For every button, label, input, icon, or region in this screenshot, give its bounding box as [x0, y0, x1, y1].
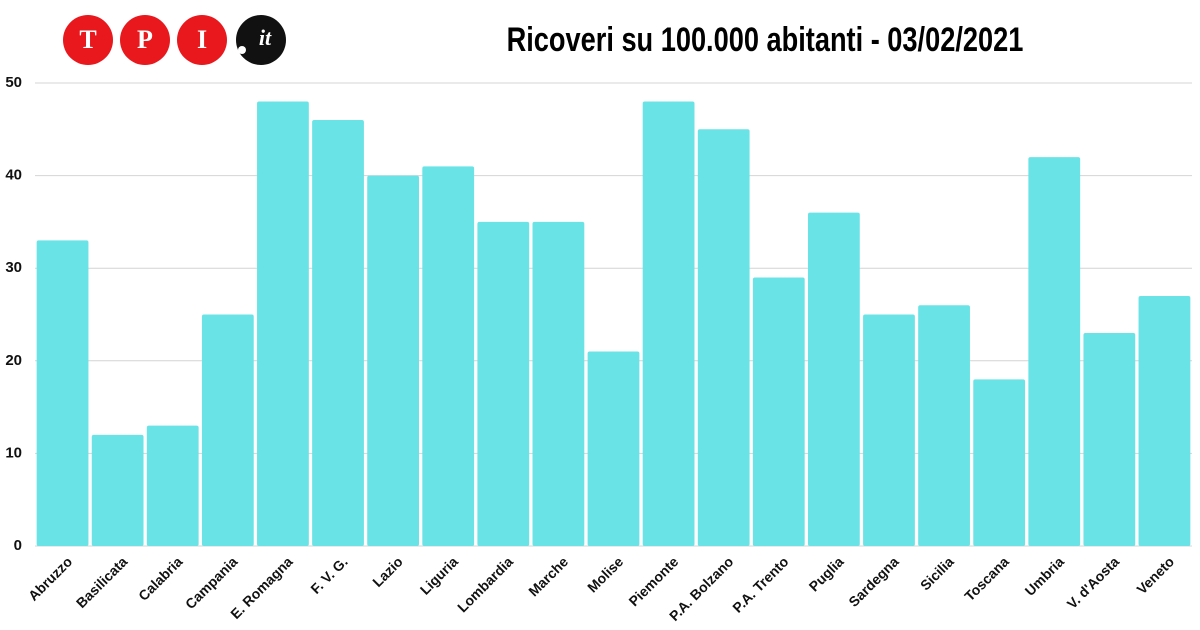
- x-tick-label: V. d'Aosta: [1064, 553, 1123, 612]
- chart-title: Ricoveri su 100.000 abitanti - 03/02/202…: [507, 20, 1024, 59]
- bar: [422, 166, 475, 546]
- logo: T P I it: [63, 15, 286, 65]
- bar: [973, 379, 1026, 546]
- y-tick-label: 10: [5, 444, 22, 461]
- logo-circle: [236, 15, 286, 65]
- logo-circle: [120, 15, 170, 65]
- x-tick-label: Basilicata: [73, 553, 131, 611]
- bar: [1083, 333, 1136, 546]
- logo-letter: T: [79, 25, 96, 54]
- bar: [918, 305, 970, 546]
- x-tick-label: Umbria: [1022, 553, 1068, 599]
- x-tick-label: Marche: [525, 553, 571, 599]
- bar: [863, 314, 915, 546]
- logo-letter: I: [197, 25, 207, 54]
- bar: [1028, 157, 1081, 546]
- bar: [91, 434, 144, 546]
- bar: [257, 101, 309, 547]
- bar: [201, 314, 254, 546]
- x-tick-label: Liguria: [417, 553, 461, 597]
- x-tick-label: Sardegna: [845, 553, 902, 610]
- x-tick-label: F. V. G.: [307, 553, 350, 596]
- y-tick-label: 20: [5, 352, 22, 369]
- x-tick-label: Sicilia: [917, 553, 957, 593]
- x-tick-label: P.A. Trento: [729, 553, 791, 615]
- bar: [312, 120, 364, 546]
- x-tick-label: Molise: [584, 553, 626, 595]
- x-tick-label: Lazio: [369, 553, 406, 590]
- x-tick-label: Piemonte: [625, 553, 681, 609]
- y-tick-label: 0: [14, 537, 22, 554]
- bar: [36, 240, 89, 547]
- bar: [367, 175, 420, 546]
- x-tick-label: Calabria: [135, 553, 186, 604]
- logo-letter: P: [137, 25, 153, 54]
- x-tick-label: Puglia: [806, 553, 847, 594]
- y-tick-label: 50: [5, 74, 22, 91]
- y-tick-label: 30: [5, 259, 22, 276]
- x-tick-label: Veneto: [1133, 553, 1177, 597]
- bar: [697, 129, 750, 547]
- bar: [587, 351, 640, 546]
- bar: [146, 425, 199, 546]
- x-tick-label: Lombardia: [454, 553, 516, 615]
- bar: [642, 101, 695, 547]
- logo-circle: [63, 15, 113, 65]
- x-tick-label: Abruzzo: [25, 553, 75, 603]
- x-tick-label: Toscana: [961, 553, 1012, 604]
- bar: [532, 221, 585, 546]
- logo-suffix: it: [259, 25, 272, 50]
- bar: [807, 212, 860, 546]
- logo-circle: [177, 15, 227, 65]
- y-tick-label: 40: [5, 167, 22, 184]
- bar: [752, 277, 805, 546]
- bar: [1138, 295, 1191, 546]
- logo-dot: [238, 46, 246, 54]
- bar: [477, 221, 530, 546]
- x-tick-label: Campania: [182, 553, 241, 612]
